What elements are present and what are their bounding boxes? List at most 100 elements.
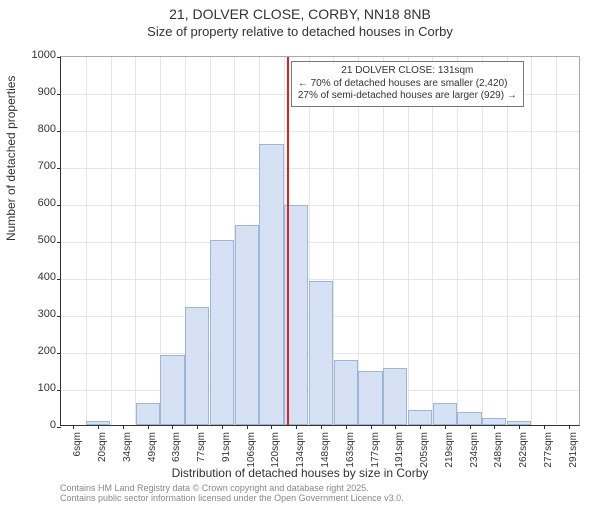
gridline-v [111, 57, 112, 425]
ytick-mark [57, 131, 61, 132]
xtick-label: 106sqm [246, 432, 257, 482]
histogram-bar [185, 307, 209, 425]
xtick-label: 77sqm [196, 432, 207, 482]
xtick-label: 163sqm [345, 432, 356, 482]
xtick-label: 91sqm [221, 432, 232, 482]
xtick-label: 134sqm [295, 432, 306, 482]
histogram-bar [259, 144, 283, 425]
xtick-mark [445, 425, 446, 429]
xtick-label: 34sqm [122, 432, 133, 482]
histogram-bar [433, 403, 457, 425]
histogram-bar [136, 403, 160, 425]
ytick-label: 100 [16, 382, 56, 394]
xtick-mark [98, 425, 99, 429]
gridline-v [507, 57, 508, 425]
xtick-mark [569, 425, 570, 429]
annotation-line1: 21 DOLVER CLOSE: 131sqm [298, 65, 517, 78]
xtick-label: 177sqm [370, 432, 381, 482]
ytick-label: 900 [16, 86, 56, 98]
histogram-bar [334, 360, 358, 425]
ytick-label: 0 [16, 419, 56, 431]
gridline-v [432, 57, 433, 425]
histogram-bar [160, 355, 184, 425]
gridline-v [482, 57, 483, 425]
gridline-h [61, 205, 579, 206]
y-axis-label: Number of detached properties [4, 76, 18, 241]
gridline-v [408, 57, 409, 425]
histogram-bar [383, 368, 407, 425]
histogram-bar [457, 412, 481, 425]
xtick-mark [470, 425, 471, 429]
xtick-label: 120sqm [270, 432, 281, 482]
xtick-mark [296, 425, 297, 429]
xtick-mark [395, 425, 396, 429]
gridline-v [358, 57, 359, 425]
ytick-label: 800 [16, 123, 56, 135]
xtick-label: 148sqm [320, 432, 331, 482]
ytick-label: 300 [16, 308, 56, 320]
xtick-mark [222, 425, 223, 429]
ytick-mark [57, 205, 61, 206]
ytick-mark [57, 427, 61, 428]
xtick-mark [123, 425, 124, 429]
xtick-label: 291sqm [568, 432, 579, 482]
chart-title-line1: 21, DOLVER CLOSE, CORBY, NN18 8NB [0, 6, 600, 22]
gridline-v [556, 57, 557, 425]
xtick-mark [420, 425, 421, 429]
gridline-v [86, 57, 87, 425]
annotation-box: 21 DOLVER CLOSE: 131sqm← 70% of detached… [291, 61, 524, 107]
xtick-label: 234sqm [469, 432, 480, 482]
ytick-label: 700 [16, 160, 56, 172]
ytick-mark [57, 353, 61, 354]
gridline-h [61, 131, 579, 132]
xtick-mark [197, 425, 198, 429]
ytick-label: 500 [16, 234, 56, 246]
xtick-mark [519, 425, 520, 429]
xtick-label: 219sqm [444, 432, 455, 482]
gridline-v [135, 57, 136, 425]
gridline-h [61, 242, 579, 243]
gridline-v [531, 57, 532, 425]
gridline-h [61, 168, 579, 169]
histogram-bar [210, 240, 234, 425]
marker-line [287, 57, 289, 425]
ytick-mark [57, 390, 61, 391]
xtick-mark [346, 425, 347, 429]
histogram-bar [309, 281, 333, 425]
plot-area: 21 DOLVER CLOSE: 131sqm← 70% of detached… [60, 56, 580, 426]
xtick-label: 248sqm [493, 432, 504, 482]
xtick-label: 49sqm [147, 432, 158, 482]
ytick-mark [57, 316, 61, 317]
annotation-line3: 27% of semi-detached houses are larger (… [298, 90, 517, 103]
ytick-mark [57, 57, 61, 58]
xtick-mark [172, 425, 173, 429]
ytick-mark [57, 94, 61, 95]
chart-title-line2: Size of property relative to detached ho… [0, 24, 600, 39]
histogram-bar [235, 225, 259, 425]
footer-attribution: Contains HM Land Registry data © Crown c… [60, 484, 404, 504]
xtick-label: 191sqm [394, 432, 405, 482]
footer-line2: Contains public sector information licen… [60, 494, 404, 504]
xtick-label: 63sqm [171, 432, 182, 482]
ytick-label: 600 [16, 197, 56, 209]
ytick-mark [57, 242, 61, 243]
histogram-bar [482, 418, 506, 425]
ytick-mark [57, 279, 61, 280]
histogram-bar [408, 410, 432, 425]
xtick-mark [321, 425, 322, 429]
xtick-mark [73, 425, 74, 429]
xtick-label: 277sqm [543, 432, 554, 482]
xtick-label: 6sqm [72, 432, 83, 482]
ytick-label: 400 [16, 271, 56, 283]
gridline-v [457, 57, 458, 425]
xtick-mark [494, 425, 495, 429]
xtick-mark [148, 425, 149, 429]
ytick-label: 200 [16, 345, 56, 357]
xtick-mark [271, 425, 272, 429]
annotation-line2: ← 70% of detached houses are smaller (2,… [298, 78, 517, 91]
xtick-mark [247, 425, 248, 429]
xtick-label: 20sqm [97, 432, 108, 482]
xtick-mark [544, 425, 545, 429]
xtick-label: 205sqm [419, 432, 430, 482]
histogram-bar [358, 371, 382, 425]
